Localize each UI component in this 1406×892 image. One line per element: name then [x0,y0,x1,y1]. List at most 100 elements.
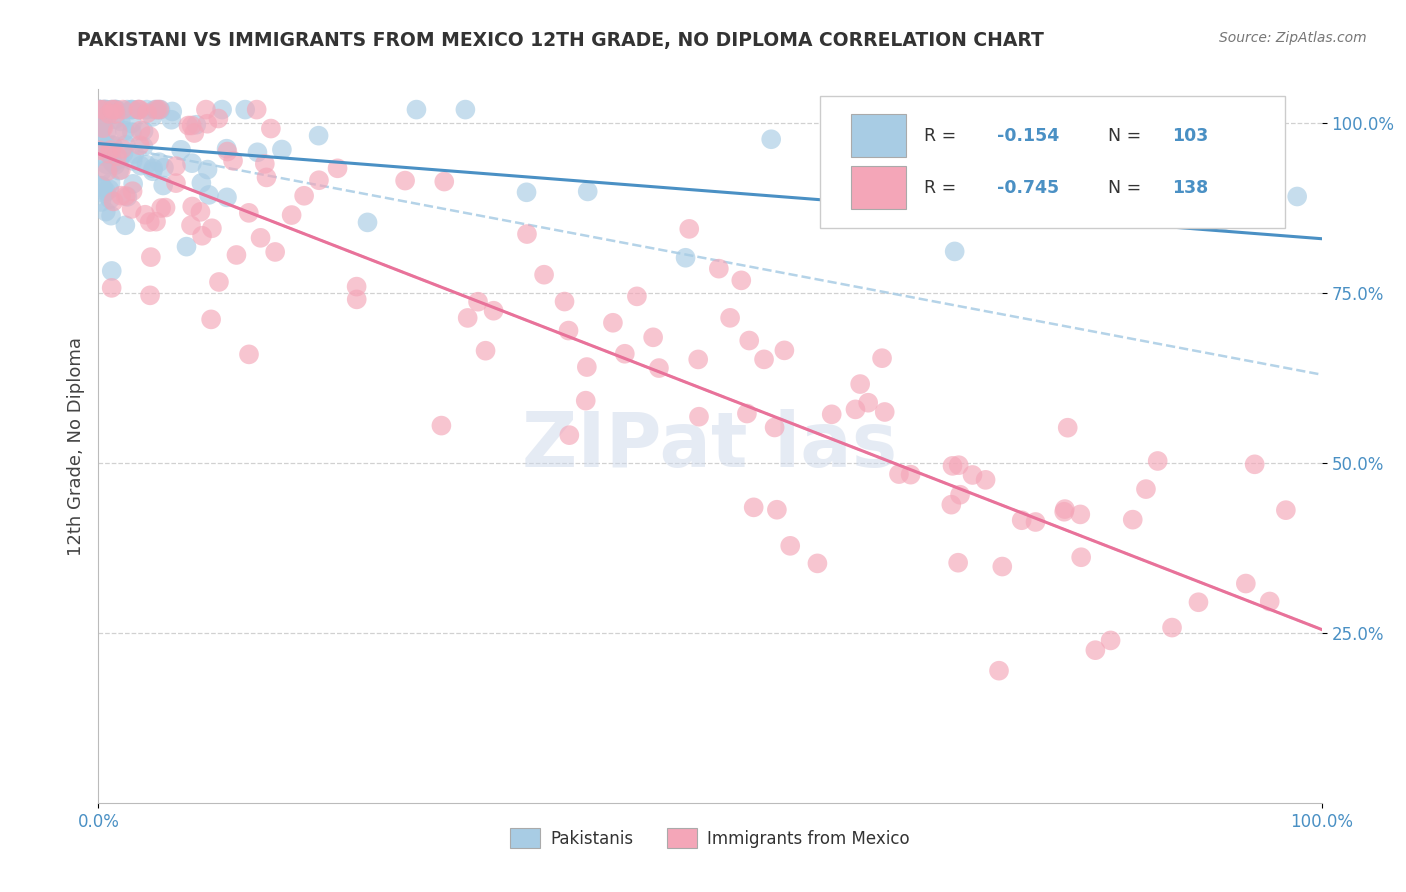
Point [110,188,132,202]
Point [101,138,124,153]
Point [433,175,456,189]
Point [100,176,122,190]
Point [111,103,134,117]
Point [707,261,730,276]
Point [114,123,136,137]
Point [845,134,868,148]
Point [110,162,132,177]
Point [121,184,143,198]
Point [1056,420,1078,434]
Point [941,458,963,473]
Point [110,114,132,128]
Point [943,244,966,259]
Point [145,214,167,228]
Point [474,343,496,358]
Point [752,352,775,367]
Point [844,402,866,417]
Point [148,103,170,117]
Point [1042,181,1064,195]
Point [176,239,198,253]
Point [117,190,139,204]
Text: Source: ZipAtlas.com: Source: ZipAtlas.com [1219,31,1367,45]
FancyBboxPatch shape [820,96,1285,228]
Point [1011,513,1033,527]
Text: R =: R = [924,178,962,196]
Point [121,103,143,117]
Point [136,106,159,120]
Point [948,458,970,473]
Point [142,110,165,124]
Point [1258,594,1281,608]
Point [89,103,111,117]
Point [1212,213,1234,227]
Text: N =: N = [1108,178,1146,196]
Point [576,185,599,199]
Point [100,281,122,295]
Point [1122,513,1144,527]
Point [1128,160,1150,174]
Point [211,103,233,117]
Bar [851,114,905,157]
Point [821,407,844,421]
Point [135,158,157,172]
Point [153,161,176,175]
Point [177,119,200,133]
Point [108,152,131,166]
Point [763,420,786,434]
Point [1187,595,1209,609]
Point [730,273,752,287]
Point [100,147,122,161]
Point [1243,458,1265,472]
Point [688,352,710,367]
Point [111,142,134,156]
Point [190,176,212,190]
Point [1234,576,1257,591]
Point [114,189,136,203]
Point [105,103,128,117]
Point [143,103,166,117]
Point [1070,550,1092,565]
Point [94,185,117,199]
Point [115,103,138,117]
Text: -0.154: -0.154 [997,127,1060,145]
Point [648,361,671,376]
Point [1025,515,1047,529]
Bar [851,166,905,209]
Point [90,164,112,178]
Point [626,289,648,303]
Point [718,310,741,325]
Text: -0.745: -0.745 [997,178,1060,196]
Point [120,103,142,117]
Point [467,294,489,309]
Point [849,377,872,392]
Point [253,157,276,171]
Text: 103: 103 [1173,127,1209,145]
Point [104,103,127,117]
Point [90,178,112,193]
Point [90,149,112,163]
Point [122,177,145,191]
Point [735,407,758,421]
Point [575,393,598,408]
Point [98,192,121,206]
Point [101,103,124,117]
Point [246,145,269,160]
Point [180,219,202,233]
Point [94,105,117,120]
Point [773,343,796,358]
Point [217,145,239,159]
Point [280,208,302,222]
Point [93,103,115,117]
Point [260,121,283,136]
Point [346,293,368,307]
Point [200,312,222,326]
Point [988,664,1011,678]
Point [533,268,555,282]
Point [105,149,128,163]
Point [170,143,193,157]
Point [101,156,124,170]
Point [93,103,115,117]
Point [430,418,453,433]
Point [100,264,122,278]
Text: 138: 138 [1173,178,1209,196]
